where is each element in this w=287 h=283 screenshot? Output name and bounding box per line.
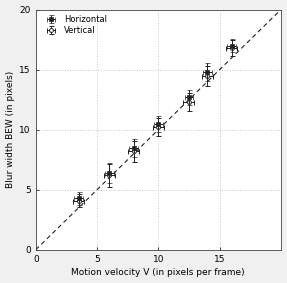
X-axis label: Motion velocity V (in pixels per frame): Motion velocity V (in pixels per frame) <box>71 268 245 277</box>
Y-axis label: Blur width BEW (in pixels): Blur width BEW (in pixels) <box>6 71 15 188</box>
Legend: Horizontal, Vertical: Horizontal, Vertical <box>39 13 109 37</box>
